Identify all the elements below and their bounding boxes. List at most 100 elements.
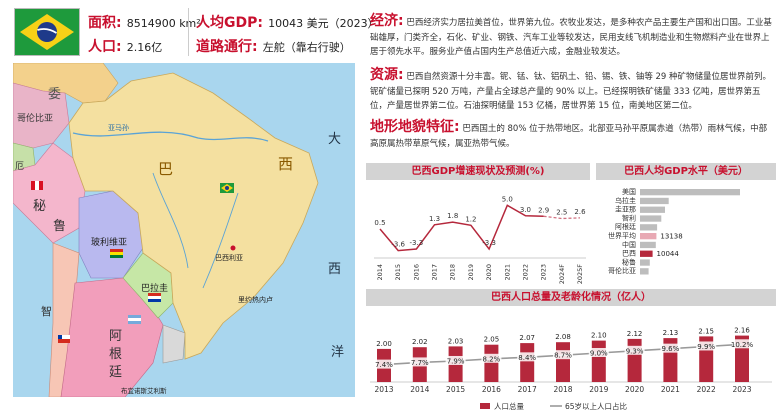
gdp-per-capita-chart-title: 巴西人均GDP水平（美元） <box>596 163 776 180</box>
gdp-per-capita-bar <box>640 241 656 249</box>
aging-value-label: 7.4% <box>375 361 393 369</box>
gdp-per-capita-tick-label: 乌拉圭 <box>615 196 636 205</box>
population-chart-title: 巴西人口总量及老龄化情况（亿人） <box>366 289 776 306</box>
terrain-section: 地形地貌特征: 巴西国土的 80% 位于热带地区。北部亚马孙平原属赤道（热带）雨… <box>370 120 775 151</box>
aging-label-bg <box>660 343 681 353</box>
brazil-flag-icon <box>14 8 80 56</box>
aging-value-label: 9.6% <box>662 345 680 353</box>
population-bar <box>484 344 499 382</box>
map-label-brazil-2: 西 <box>278 155 294 173</box>
population-tick-label: 2023 <box>732 385 751 394</box>
gdp-growth-value-label: 3.0 <box>520 206 531 214</box>
area-value: 8514900 km² <box>126 17 201 30</box>
gdp-per-capita-tick-label: 哥伦比亚 <box>608 266 636 275</box>
gdp-per-capita-bar <box>640 197 669 205</box>
gdp-growth-tick-label: 2021 <box>503 264 511 281</box>
gdp-per-capita-tick-label: 圭亚那 <box>615 205 636 214</box>
population-bar <box>556 342 570 382</box>
gdp-growth-tick-label: 2014 <box>376 264 384 281</box>
gdp-growth-tick-label: 2024F <box>558 264 566 285</box>
map-label-bolivia: 玻利维亚 <box>91 238 128 248</box>
legend-aging-label: 65岁以上人口占比 <box>565 401 628 411</box>
gdp-per-capita-tick-label: 中国 <box>622 240 636 249</box>
header-divider <box>188 8 189 56</box>
economy-text: 巴西经济实力居拉美首位，世界第九位。农牧业发达，是多种农产品主要生产国和出口国。… <box>370 18 772 57</box>
map-label-ecuador: 厄 <box>15 162 25 172</box>
resources-section: 资源: 巴西自然资源十分丰富。铌、锰、钛、铝矾土、铅、锡、铁、铀等 29 种矿物… <box>370 68 775 114</box>
population-value: 2.16亿 <box>126 41 163 54</box>
traffic-value: 左舵（靠右行驶） <box>262 41 351 54</box>
population-value-label: 2.07 <box>519 334 535 342</box>
terrain-text: 巴西国土的 80% 位于热带地区。北部亚马孙平原属赤道（热带）雨林气候，中部高原… <box>370 124 768 149</box>
aging-label-bg <box>481 353 502 363</box>
gdp-per-capita-tick-label: 阿根廷 <box>615 222 636 231</box>
gdp-growth-tick-label: 2017 <box>431 264 439 281</box>
gdp-growth-value-label: 1.8 <box>447 212 458 220</box>
population-value-label: 2.13 <box>663 329 679 337</box>
economy-section: 经济: 巴西经济实力居拉美首位，世界第九位。农牧业发达，是多种农产品主要生产国和… <box>370 14 775 60</box>
gdp-growth-tick-label: 2022 <box>521 264 529 281</box>
gdp-per-capita-tick-label: 智利 <box>622 213 636 222</box>
map-chile-flag-icon <box>58 335 70 343</box>
aging-label-bg <box>374 359 394 369</box>
population-value-label: 2.05 <box>484 336 500 344</box>
population-value-label: 2.00 <box>376 340 392 348</box>
map-paraguay-flag-icon <box>148 293 161 302</box>
population-value-label: 2.16 <box>734 327 750 335</box>
gdp-growth-value-label: 5.0 <box>502 195 513 203</box>
amazon-river <box>72 131 269 142</box>
gdp-per-capita-bar <box>640 250 653 257</box>
brasilia-marker <box>230 245 236 251</box>
aging-value-label: 8.4% <box>518 354 536 362</box>
population-tick-label: 2016 <box>482 385 501 394</box>
aging-label-bg <box>553 350 573 360</box>
aging-value-label: 9.9% <box>697 343 715 351</box>
gdp-per-capita-bar <box>640 206 665 213</box>
gdp-per-capita-tick-label: 美国 <box>622 187 636 196</box>
map-label-ocean-1: 大 <box>328 132 342 147</box>
map-label-peru-2: 鲁 <box>53 219 67 234</box>
brazil-region <box>68 72 319 360</box>
map-label-ocean-3: 洋 <box>331 345 345 360</box>
map-label-chile: 智 <box>41 305 52 318</box>
population-bar <box>627 338 642 382</box>
gdp-growth-chart: 巴西GDP增速现状及预测(%) 0.5 2014 -3.6 2015 -3.3 2016 1… <box>366 163 590 285</box>
population-tick-label: 2019 <box>589 385 608 394</box>
uruguay-region <box>162 324 186 364</box>
population-value-label: 2.12 <box>627 330 643 338</box>
population-value-label: 2.03 <box>448 337 464 345</box>
economy-title: 经济: <box>370 13 404 29</box>
population-tick-label: 2022 <box>697 385 716 394</box>
map-label-argentina-1: 阿 <box>109 329 123 344</box>
gdp-growth-tick-label: 2023 <box>540 264 548 281</box>
gdp-label: 人均GDP: <box>196 15 263 31</box>
aging-value-label: 9.0% <box>590 350 608 358</box>
map-label-ocean-2: 西 <box>328 262 342 277</box>
map-bolivia-flag-icon <box>110 249 123 258</box>
gdp-growth-tick-label: 2019 <box>467 264 475 281</box>
aging-label-bg <box>588 348 609 357</box>
gdp-growth-line <box>379 204 544 252</box>
gdp-per-capita-bar <box>640 189 740 196</box>
population-value-label: 2.10 <box>591 332 607 340</box>
resources-title: 资源: <box>370 67 404 83</box>
aging-label-bg <box>409 357 430 367</box>
gdp-growth-value-label: -3.3 <box>482 239 496 247</box>
header-facts-right: 人均GDP: 10043 美元（2023） 道路通行: 左舵（靠右行驶） <box>196 8 379 56</box>
map-label-venezuela: 委 <box>48 87 62 102</box>
gdp-growth-value-label: -3.6 <box>391 241 405 249</box>
gdp-growth-forecast-line <box>543 215 581 220</box>
gdp-growth-svg: 0.5 2014 -3.6 2015 -3.3 2016 1.3 2017 1.8 2018 1.2… <box>374 195 586 285</box>
population-tick-label: 2020 <box>625 385 644 394</box>
gdp-growth-value-label: 1.3 <box>429 215 440 223</box>
gdp-growth-value-label: 2.9 <box>538 206 549 214</box>
map-label-paraguay: 巴拉圭 <box>141 284 169 294</box>
gdp-growth-tick-label: 2018 <box>449 264 457 281</box>
gdp-per-capita-bar <box>640 259 650 266</box>
gdp-growth-value-label: -3.3 <box>410 239 424 247</box>
map-label-brasilia: 巴西利亚 <box>215 254 243 262</box>
gdp-per-capita-bar <box>640 224 658 231</box>
terrain-title: 地形地貌特征: <box>370 119 460 135</box>
population-tick-label: 2018 <box>553 385 572 394</box>
traffic-label: 道路通行: <box>196 39 258 55</box>
